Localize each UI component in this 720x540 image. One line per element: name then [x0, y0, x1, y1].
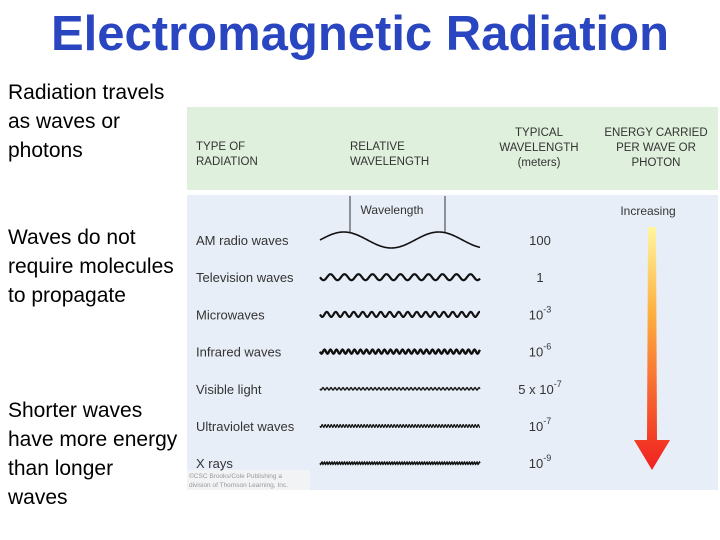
- typical-exponent: -9: [543, 453, 551, 463]
- typical-prefix: 5 x: [518, 382, 536, 397]
- typical-base: 10: [529, 419, 543, 434]
- typical-wavelength: 10-7: [529, 416, 551, 434]
- wave: [318, 348, 481, 355]
- typical-wavelength: 5 x 10-7: [518, 379, 561, 397]
- bullet-text: Radiation travels as waves or photons: [8, 81, 165, 162]
- wave: [319, 273, 481, 282]
- typical-base: 100: [529, 233, 551, 248]
- column-header: PER WAVE OR: [616, 142, 696, 154]
- body-band: [187, 195, 718, 490]
- bullet-text: Waves do not require molecules to propag…: [8, 226, 174, 307]
- column-header: RADIATION: [196, 156, 258, 168]
- radiation-name: Microwaves: [196, 307, 265, 322]
- credit-box: [187, 470, 310, 490]
- column-header: TYPICAL: [515, 127, 564, 139]
- typical-base: 10: [529, 307, 543, 322]
- credit-text: division of Thomson Learning, Inc.: [189, 482, 288, 489]
- typical-wavelength: 10-6: [529, 342, 551, 360]
- typical-wavelength: 10-9: [529, 453, 551, 471]
- column-header: WAVELENGTH: [350, 156, 429, 168]
- typical-wavelength: 100: [529, 233, 551, 248]
- typical-base: 10: [539, 382, 553, 397]
- column-header: (meters): [518, 157, 561, 169]
- typical-wavelength: 10-3: [529, 304, 551, 322]
- radiation-name: Television waves: [196, 270, 294, 285]
- radiation-name: Visible light: [196, 382, 262, 397]
- radiation-name: Ultraviolet waves: [196, 419, 295, 434]
- typical-exponent: -7: [543, 416, 551, 426]
- typical-base: 10: [529, 345, 543, 360]
- typical-exponent: -3: [543, 304, 551, 314]
- column-header: PHOTON: [632, 157, 681, 169]
- column-header: TYPE OF: [196, 141, 245, 153]
- slide-title: Electromagnetic Radiation: [50, 7, 670, 61]
- energy-label: Increasing: [620, 204, 675, 218]
- radiation-name: X rays: [196, 456, 233, 471]
- radiation-name: AM radio waves: [196, 233, 289, 248]
- column-header: WAVELENGTH: [499, 142, 578, 154]
- wave: [319, 231, 481, 249]
- typical-exponent: -7: [554, 379, 562, 389]
- radiation-name: Infrared waves: [196, 345, 282, 360]
- typical-wavelength: 1: [536, 270, 543, 285]
- column-header: RELATIVE: [350, 141, 405, 153]
- header-band: [187, 107, 718, 190]
- typical-exponent: -6: [543, 342, 551, 352]
- typical-base: 10: [529, 456, 543, 471]
- energy-arrow: [634, 227, 670, 470]
- credit-text: ©CSC Brooks/Cole Publishing a: [189, 472, 282, 480]
- wave: [319, 424, 481, 428]
- wave: [319, 386, 481, 391]
- typical-base: 1: [536, 270, 543, 285]
- wave: [319, 310, 481, 318]
- column-header: ENERGY CARRIED: [604, 127, 707, 139]
- wave: [319, 460, 481, 466]
- wavelength-label: Wavelength: [361, 203, 424, 217]
- bullet-text: Shorter waves have more energy than long…: [8, 399, 178, 509]
